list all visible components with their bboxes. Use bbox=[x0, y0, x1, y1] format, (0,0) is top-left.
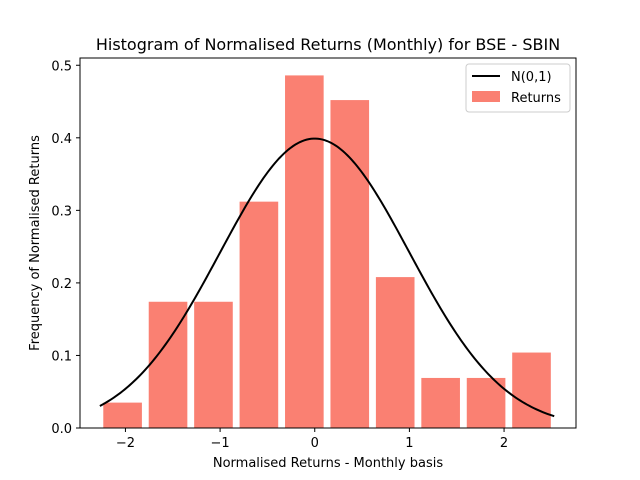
histogram-bar bbox=[103, 402, 142, 428]
x-tick-label: 0 bbox=[311, 436, 319, 451]
histogram-bar bbox=[421, 377, 460, 428]
normal-curve-line bbox=[99, 137, 555, 418]
x-tick-label: −2 bbox=[116, 436, 135, 451]
y-tick-label: 0.2 bbox=[51, 277, 72, 292]
legend: N(0,1) Returns bbox=[465, 63, 571, 113]
histogram-bar bbox=[194, 301, 233, 428]
x-tick-label: 2 bbox=[500, 436, 508, 451]
y-tick-label: 0.5 bbox=[51, 59, 72, 74]
legend-label-normal: N(0,1) bbox=[511, 70, 552, 85]
histogram-bar bbox=[466, 377, 506, 428]
x-axis-label: Normalised Returns - Monthly basis bbox=[213, 456, 443, 471]
x-tick-label: −1 bbox=[211, 436, 230, 451]
y-axis-label: Frequency of Normalised Returns bbox=[28, 135, 43, 351]
plot-frame bbox=[79, 57, 577, 429]
y-tick-label: 0.0 bbox=[51, 422, 72, 437]
y-tick-label: 0.1 bbox=[51, 349, 72, 364]
legend-bar-swatch bbox=[472, 91, 500, 102]
histogram-bar bbox=[375, 277, 415, 428]
y-tick-label: 0.4 bbox=[51, 132, 72, 147]
histogram-bar bbox=[239, 201, 279, 428]
y-tick-label: 0.3 bbox=[51, 204, 72, 219]
histogram-bars bbox=[103, 75, 551, 428]
x-tick-label: 1 bbox=[405, 436, 413, 451]
chart-title: Histogram of Normalised Returns (Monthly… bbox=[96, 35, 560, 54]
x-axis-ticks: −2 −1 0 1 2 bbox=[116, 428, 508, 451]
histogram-bar bbox=[285, 75, 324, 428]
histogram-bar bbox=[512, 352, 551, 428]
y-axis-ticks: 0.0 0.1 0.2 0.3 0.4 0.5 bbox=[51, 59, 80, 437]
histogram-bar bbox=[330, 100, 370, 428]
legend-label-returns: Returns bbox=[511, 91, 561, 106]
